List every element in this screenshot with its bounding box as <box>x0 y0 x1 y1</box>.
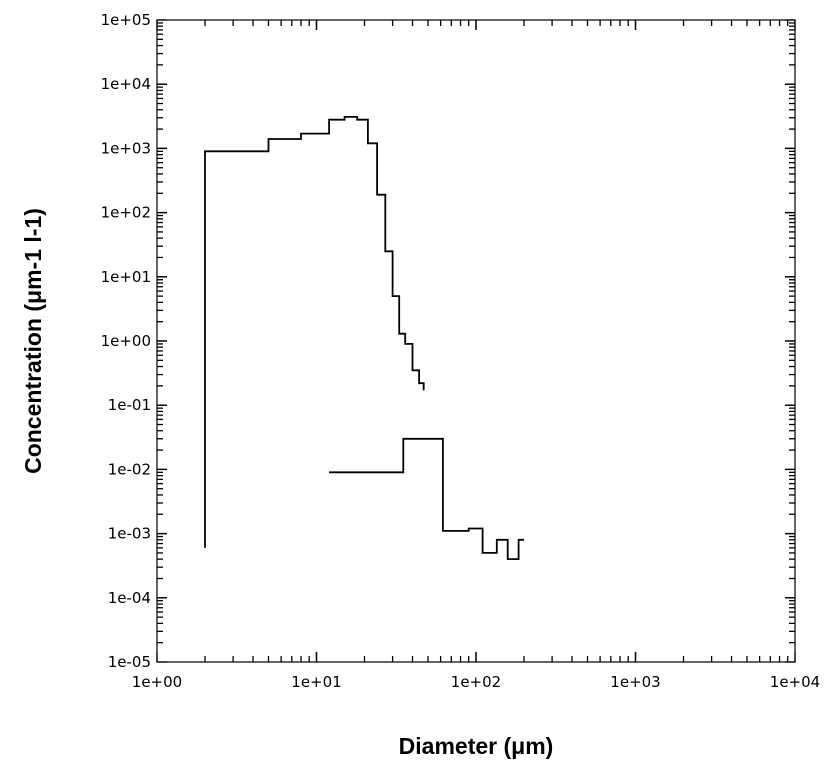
series-line-1 <box>204 116 425 548</box>
y-tick-label: 1e+02 <box>101 204 151 222</box>
x-tick-label: 1e+00 <box>132 673 182 691</box>
y-tick-label: 1e+01 <box>101 268 151 286</box>
series-line-2 <box>329 437 524 560</box>
series-layer <box>204 116 524 560</box>
y-tick-label: 1e+03 <box>101 139 151 157</box>
x-tick-label: 1e+03 <box>610 673 660 691</box>
x-tick-label: 1e+04 <box>770 673 820 691</box>
x-tick-label: 1e+02 <box>451 673 501 691</box>
y-tick-label: 1e+00 <box>101 332 151 350</box>
y-axis-title: Concentration (μm-1 l-1) <box>20 208 46 474</box>
ticks-layer <box>156 19 796 663</box>
x-tick-label: 1e+01 <box>291 673 341 691</box>
plot-area <box>156 19 796 663</box>
y-tick-label: 1e-05 <box>108 653 151 671</box>
y-tick-label: 1e-03 <box>108 525 151 543</box>
x-axis-title: Diameter (μm) <box>399 733 554 759</box>
y-tick-label: 1e-01 <box>108 396 151 414</box>
y-tick-label: 1e-02 <box>108 460 151 478</box>
y-tick-label: 1e+05 <box>101 11 151 29</box>
y-tick-label: 1e-04 <box>108 589 151 607</box>
labels-layer: 1e+00 1e+01 1e+02 1e+03 1e+04 1e+05 1e+04 1e+03… <box>101 11 821 691</box>
y-tick-label: 1e+04 <box>101 75 151 93</box>
